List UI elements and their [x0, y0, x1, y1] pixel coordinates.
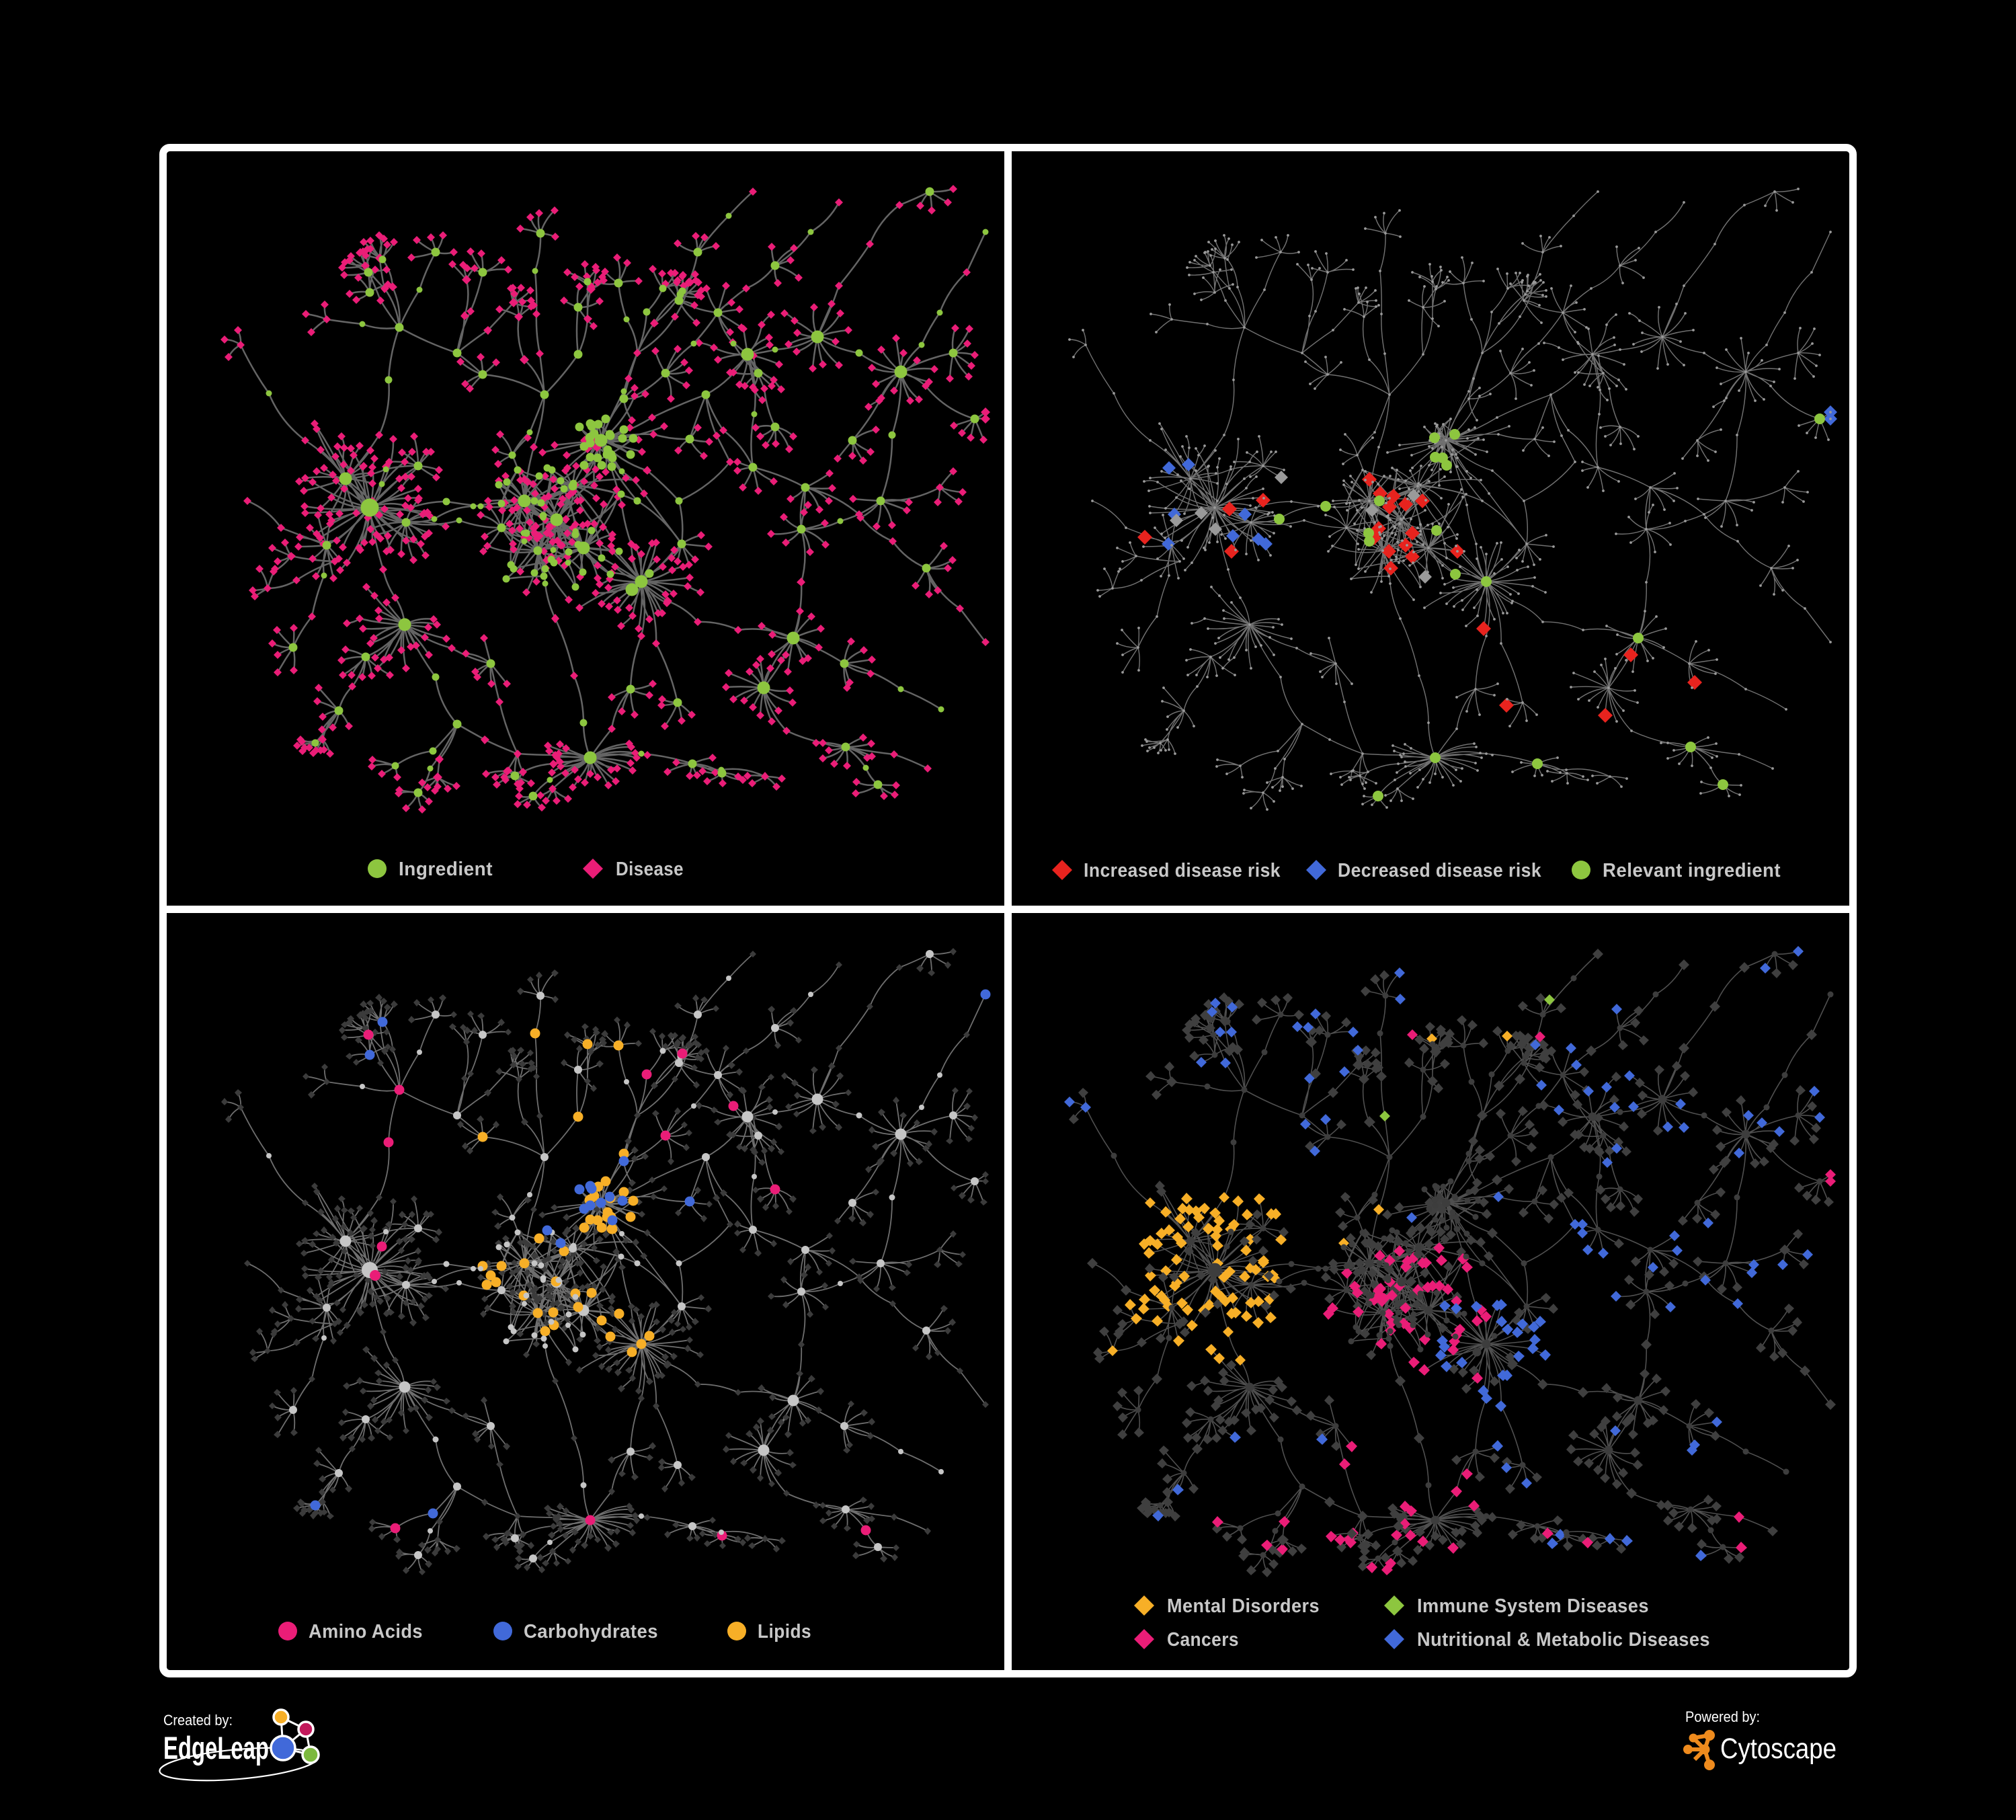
svg-text:Increased disease risk: Increased disease risk [1084, 860, 1281, 881]
svg-text:Nutritional & Metabolic Diseas: Nutritional & Metabolic Diseases [1417, 1629, 1710, 1651]
svg-text:Relevant ingredient: Relevant ingredient [1603, 860, 1781, 881]
svg-text:Ingredient: Ingredient [399, 859, 493, 880]
svg-text:Amino Acids: Amino Acids [309, 1621, 423, 1643]
svg-text:Immune System Diseases: Immune System Diseases [1417, 1595, 1649, 1617]
svg-text:Powered by:: Powered by: [1685, 1708, 1760, 1725]
svg-text:Mental Disorders: Mental Disorders [1167, 1595, 1320, 1617]
svg-text:Lipids: Lipids [758, 1621, 811, 1643]
svg-text:Cancers: Cancers [1167, 1629, 1239, 1651]
svg-text:Disease: Disease [616, 859, 684, 880]
svg-text:Carbohydrates: Carbohydrates [524, 1621, 658, 1643]
svg-text:Cytoscape: Cytoscape [1720, 1733, 1837, 1765]
svg-text:Decreased disease risk: Decreased disease risk [1338, 860, 1541, 881]
svg-text:Created by:: Created by: [163, 1712, 233, 1729]
